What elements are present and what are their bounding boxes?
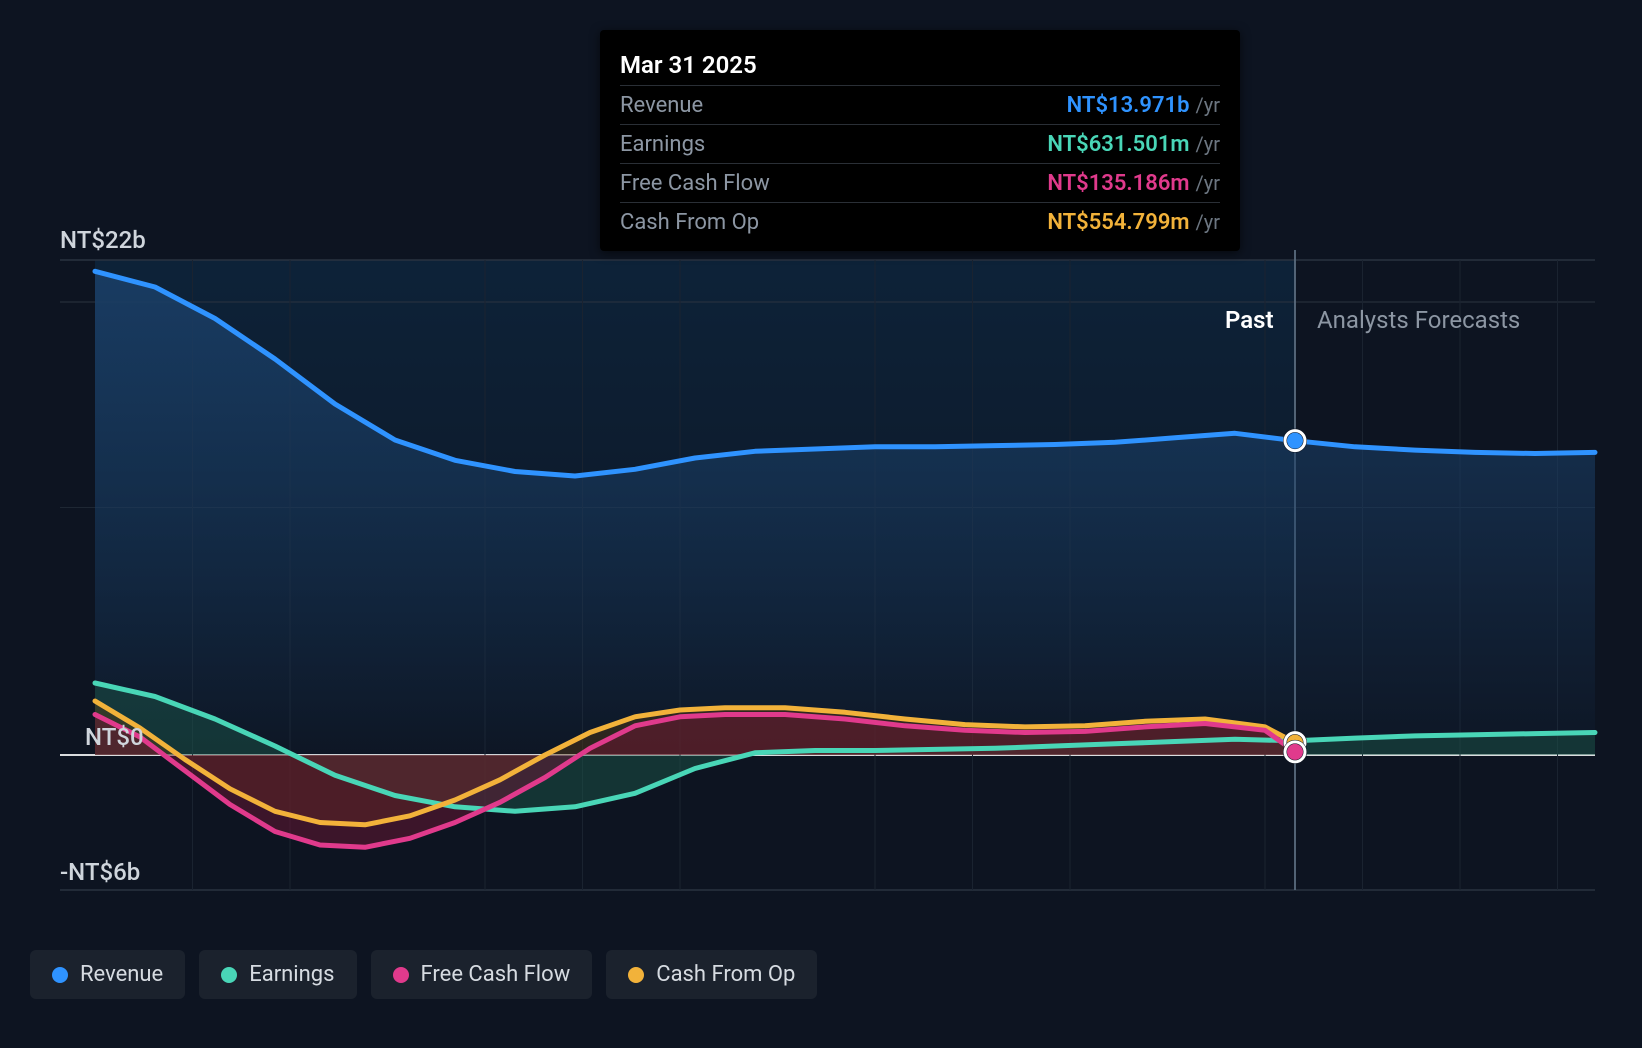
legend-item-earnings[interactable]: Earnings <box>199 950 356 999</box>
tooltip-label: Cash From Op <box>620 206 759 239</box>
tooltip-row-fcf: Free Cash Flow NT$135.186m/yr <box>620 163 1220 202</box>
tooltip-date: Mar 31 2025 <box>620 47 757 83</box>
tooltip-unit: /yr <box>1196 132 1221 156</box>
tooltip-row-revenue: Revenue NT$13.971b/yr <box>620 85 1220 124</box>
legend-dot-icon <box>628 967 644 983</box>
tooltip-value: NT$554.799m <box>1047 210 1189 235</box>
past-section-label: Past <box>1225 306 1274 334</box>
tooltip-value: NT$631.501m <box>1047 132 1189 157</box>
y-axis-label-top: NT$22b <box>60 226 146 254</box>
legend-item-revenue[interactable]: Revenue <box>30 950 185 999</box>
legend-label: Earnings <box>249 962 334 987</box>
legend: Revenue Earnings Free Cash Flow Cash Fro… <box>30 950 817 999</box>
chart-tooltip: Mar 31 2025 Revenue NT$13.971b/yr Earnin… <box>600 30 1240 251</box>
tooltip-value: NT$135.186m <box>1047 171 1189 196</box>
y-axis-label-bottom: -NT$6b <box>60 858 140 886</box>
tooltip-row-cfo: Cash From Op NT$554.799m/yr <box>620 202 1220 241</box>
tooltip-label: Earnings <box>620 128 705 161</box>
y-axis-label-zero: NT$0 <box>85 723 144 751</box>
legend-item-cfo[interactable]: Cash From Op <box>606 950 817 999</box>
legend-dot-icon <box>393 967 409 983</box>
legend-dot-icon <box>52 967 68 983</box>
legend-item-fcf[interactable]: Free Cash Flow <box>371 950 593 999</box>
tooltip-unit: /yr <box>1196 171 1221 195</box>
forecast-section-label: Analysts Forecasts <box>1317 306 1520 334</box>
legend-label: Revenue <box>80 962 163 987</box>
tooltip-unit: /yr <box>1196 210 1221 234</box>
legend-dot-icon <box>221 967 237 983</box>
tooltip-label: Revenue <box>620 89 703 122</box>
tooltip-row-earnings: Earnings NT$631.501m/yr <box>620 124 1220 163</box>
tooltip-label: Free Cash Flow <box>620 167 770 200</box>
legend-label: Cash From Op <box>656 962 795 987</box>
tooltip-unit: /yr <box>1196 93 1221 117</box>
legend-label: Free Cash Flow <box>421 962 571 987</box>
tooltip-value: NT$13.971b <box>1067 93 1190 118</box>
